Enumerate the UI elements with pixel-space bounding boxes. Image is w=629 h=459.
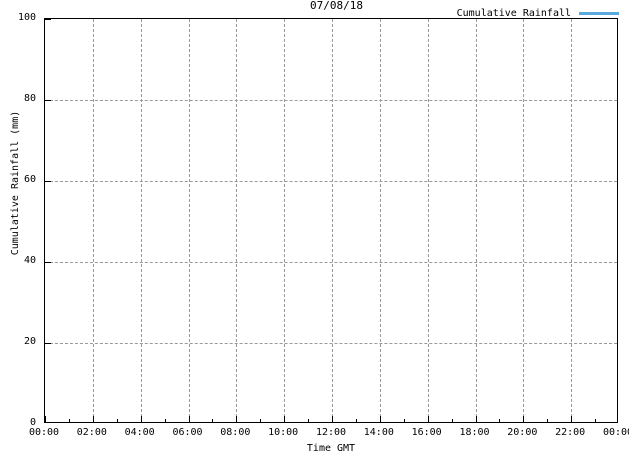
- y-tick-major: [45, 100, 51, 101]
- x-tick-major: [284, 416, 286, 422]
- plot-area: [44, 18, 618, 423]
- x-tick-label: 22:00: [555, 427, 586, 438]
- x-tick-label: 00:00: [602, 427, 629, 438]
- x-gridline: [571, 19, 573, 422]
- x-tick-major: [45, 416, 46, 422]
- x-gridline: [523, 19, 525, 422]
- x-tick-label: 02:00: [76, 427, 107, 438]
- x-tick-minor: [68, 419, 70, 422]
- y-tick-major: [45, 262, 51, 263]
- x-tick-major: [188, 416, 190, 422]
- x-tick-minor: [212, 419, 214, 422]
- x-tick-minor: [164, 419, 166, 422]
- x-tick-label: 06:00: [172, 427, 203, 438]
- x-tick-major: [236, 416, 238, 422]
- x-gridline: [475, 19, 477, 422]
- y-tick-label: 0: [29, 417, 36, 428]
- y-tick-label: 100: [17, 12, 36, 23]
- x-tick-major: [140, 416, 142, 422]
- x-gridline: [92, 19, 94, 422]
- x-tick-minor: [451, 419, 453, 422]
- y-gridline: [45, 181, 617, 182]
- chart-legend: Cumulative Rainfall: [457, 8, 619, 19]
- x-tick-label: 08:00: [220, 427, 251, 438]
- x-tick-label: 16:00: [411, 427, 442, 438]
- y-tick-major: [45, 343, 51, 344]
- x-tick-label: 12:00: [315, 427, 347, 438]
- x-tick-minor: [499, 419, 501, 422]
- x-gridline: [140, 19, 142, 422]
- plot-inner: [45, 19, 617, 422]
- x-gridline: [284, 19, 286, 422]
- x-tick-label: 14:00: [363, 427, 394, 438]
- x-tick-label: 04:00: [124, 427, 155, 438]
- x-tick-label: 20:00: [507, 427, 538, 438]
- x-tick-label: 18:00: [459, 427, 490, 438]
- y-tick-label: 40: [23, 255, 36, 266]
- x-tick-major: [571, 416, 573, 422]
- x-tick-minor: [403, 419, 405, 422]
- legend-entry-label: Cumulative Rainfall: [456, 8, 571, 19]
- x-tick-minor: [547, 419, 549, 422]
- x-tick-minor: [355, 419, 357, 422]
- x-tick-major: [427, 416, 429, 422]
- y-tick-label: 20: [23, 336, 36, 347]
- x-tick-minor: [308, 419, 310, 422]
- y-tick-major: [45, 19, 51, 20]
- x-tick-minor: [595, 419, 597, 422]
- x-tick-major: [523, 416, 525, 422]
- x-gridline: [188, 19, 190, 422]
- y-gridline: [45, 343, 617, 344]
- x-tick-major: [379, 416, 381, 422]
- x-tick-major: [92, 416, 94, 422]
- legend-line-swatch: [579, 12, 619, 15]
- x-gridline: [427, 19, 429, 422]
- x-tick-minor: [116, 419, 118, 422]
- x-tick-label: 10:00: [268, 427, 299, 438]
- y-tick-label: 80: [23, 93, 36, 104]
- x-tick-label: 00:00: [28, 427, 60, 438]
- x-tick-major: [475, 416, 477, 422]
- y-gridline: [45, 100, 617, 101]
- x-gridline: [332, 19, 333, 422]
- y-tick-major: [45, 181, 51, 182]
- y-gridline: [45, 262, 617, 263]
- x-gridline: [379, 19, 381, 422]
- x-tick-minor: [260, 419, 262, 422]
- y-tick-label: 60: [23, 174, 36, 185]
- x-gridline: [236, 19, 238, 422]
- x-tick-major: [332, 416, 333, 422]
- x-axis-label: Time GMT: [306, 443, 356, 454]
- chart-title: 07/08/18: [310, 0, 363, 12]
